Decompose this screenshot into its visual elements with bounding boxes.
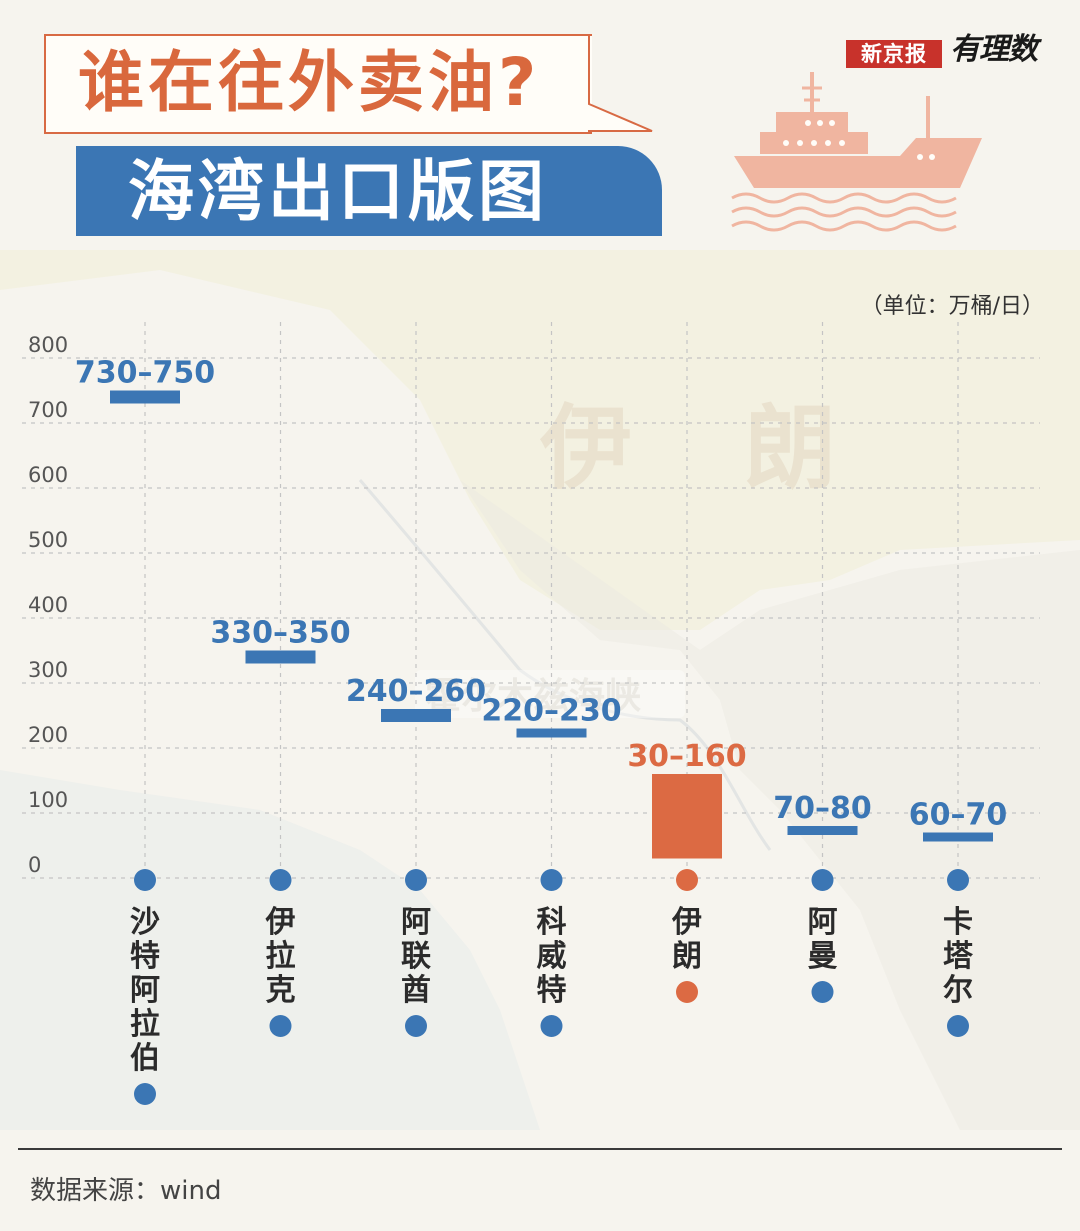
y-tick-label: 600	[28, 463, 68, 487]
category-dot-bottom	[134, 1083, 156, 1105]
range-bar	[516, 728, 587, 738]
range-bar	[381, 709, 451, 722]
category-dot-top	[676, 869, 698, 891]
value-label: 330–350	[210, 616, 350, 651]
y-tick-label: 700	[28, 398, 68, 422]
y-tick-label: 800	[28, 333, 68, 357]
oil-tanker-icon	[731, 72, 982, 232]
category-label: 克	[266, 973, 296, 1008]
range-bar	[245, 650, 316, 664]
category-dot-bottom	[540, 1015, 563, 1037]
unit-label: （单位：万桶/日）	[860, 294, 1044, 319]
range-bar	[110, 390, 180, 404]
category-dot-top	[811, 869, 834, 891]
category-label: 特	[130, 939, 160, 974]
category-label: 阿	[808, 905, 838, 940]
category-label: 伊	[265, 905, 296, 940]
category-label: 科	[537, 905, 567, 940]
y-tick-label: 200	[28, 723, 68, 747]
title-banner-tail	[588, 35, 653, 132]
page-title: 谁在往外卖油?	[78, 44, 541, 121]
category-label: 朗	[672, 939, 702, 974]
range-bar	[923, 832, 993, 842]
category-dot-top	[540, 869, 563, 891]
category-dot-top	[947, 869, 969, 891]
category-dot-bottom	[269, 1015, 292, 1037]
category-label: 威	[537, 939, 567, 974]
y-tick-label: 400	[28, 593, 68, 617]
y-tick-label: 0	[28, 853, 41, 877]
category-dot-bottom	[405, 1015, 427, 1037]
category-label: 阿	[401, 905, 431, 940]
category-label: 曼	[808, 939, 838, 974]
category-label: 沙	[130, 905, 160, 940]
value-label: 220–230	[481, 694, 621, 729]
y-tick-label: 500	[28, 528, 68, 552]
title-banner	[44, 34, 592, 134]
brand-primary: 新京报	[861, 41, 927, 66]
category-label: 塔	[943, 939, 974, 974]
range-bar	[652, 774, 722, 859]
category-dot-bottom	[811, 981, 834, 1003]
value-label: 730–750	[75, 356, 215, 391]
category-label: 伯	[130, 1041, 160, 1076]
category-dot-bottom	[676, 981, 698, 1003]
category-label: 拉	[130, 1007, 160, 1042]
category-label: 联	[401, 939, 431, 974]
category-dot-top	[405, 869, 427, 891]
category-dot-top	[269, 869, 292, 891]
category-label: 卡	[943, 905, 973, 940]
page-subtitle: 海湾出口版图	[128, 153, 548, 230]
brand-badge	[846, 40, 942, 68]
range-bar	[787, 826, 858, 835]
value-label: 240–260	[346, 674, 486, 709]
subtitle-banner	[76, 146, 662, 236]
y-tick-label: 100	[28, 788, 68, 812]
category-label: 酋	[401, 973, 431, 1008]
brand-secondary: 有理数	[950, 32, 1038, 67]
category-label: 尔	[943, 973, 973, 1008]
category-dot-bottom	[947, 1015, 969, 1037]
category-dot-top	[134, 869, 156, 891]
footer-divider	[18, 1148, 1062, 1150]
value-label: 30–160	[627, 739, 746, 774]
y-tick-label: 300	[28, 658, 68, 682]
value-label: 70–80	[773, 791, 872, 826]
category-label: 伊	[671, 905, 702, 940]
value-label: 60–70	[909, 798, 1008, 833]
data-source: 数据来源：wind	[30, 1176, 222, 1206]
category-label: 特	[537, 973, 567, 1008]
category-label: 拉	[266, 939, 296, 974]
category-label: 阿	[130, 973, 160, 1008]
